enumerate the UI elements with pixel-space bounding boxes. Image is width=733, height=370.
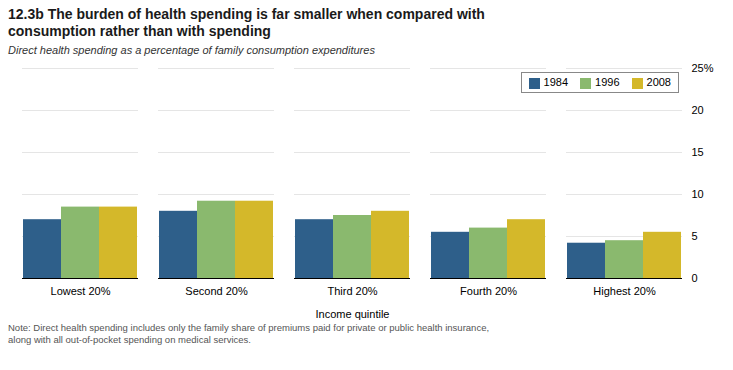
- svg-text:Lowest 20%: Lowest 20%: [51, 285, 111, 297]
- html-text:Direct health spending as a pe: Direct health spending as a percentage o…: [8, 44, 375, 56]
- svg-text:0: 0: [692, 272, 698, 284]
- svg-text:5: 5: [692, 230, 698, 242]
- svg-text:10: 10: [692, 188, 704, 200]
- svg-text:20: 20: [692, 104, 704, 116]
- html-text:1984: 1984: [543, 76, 568, 88]
- svg-text:25%: 25%: [692, 62, 714, 74]
- html-text:Note: Direct health spending i: Note: Direct health spending includes on…: [8, 322, 490, 345]
- html-text:1996: 1996: [595, 76, 620, 88]
- svg-text:Second 20%: Second 20%: [185, 285, 248, 297]
- html-text:2008: 2008: [646, 76, 671, 88]
- svg-text:15: 15: [692, 146, 704, 158]
- svg-text:Highest 20%: Highest 20%: [593, 285, 656, 297]
- svg-text:Income quintile: Income quintile: [316, 308, 390, 320]
- html-text:12.3b The burden of health spe: 12.3b The burden of health spending is f…: [8, 6, 485, 39]
- svg-text:Fourth 20%: Fourth 20%: [460, 285, 517, 297]
- svg-text:Third 20%: Third 20%: [327, 285, 377, 297]
